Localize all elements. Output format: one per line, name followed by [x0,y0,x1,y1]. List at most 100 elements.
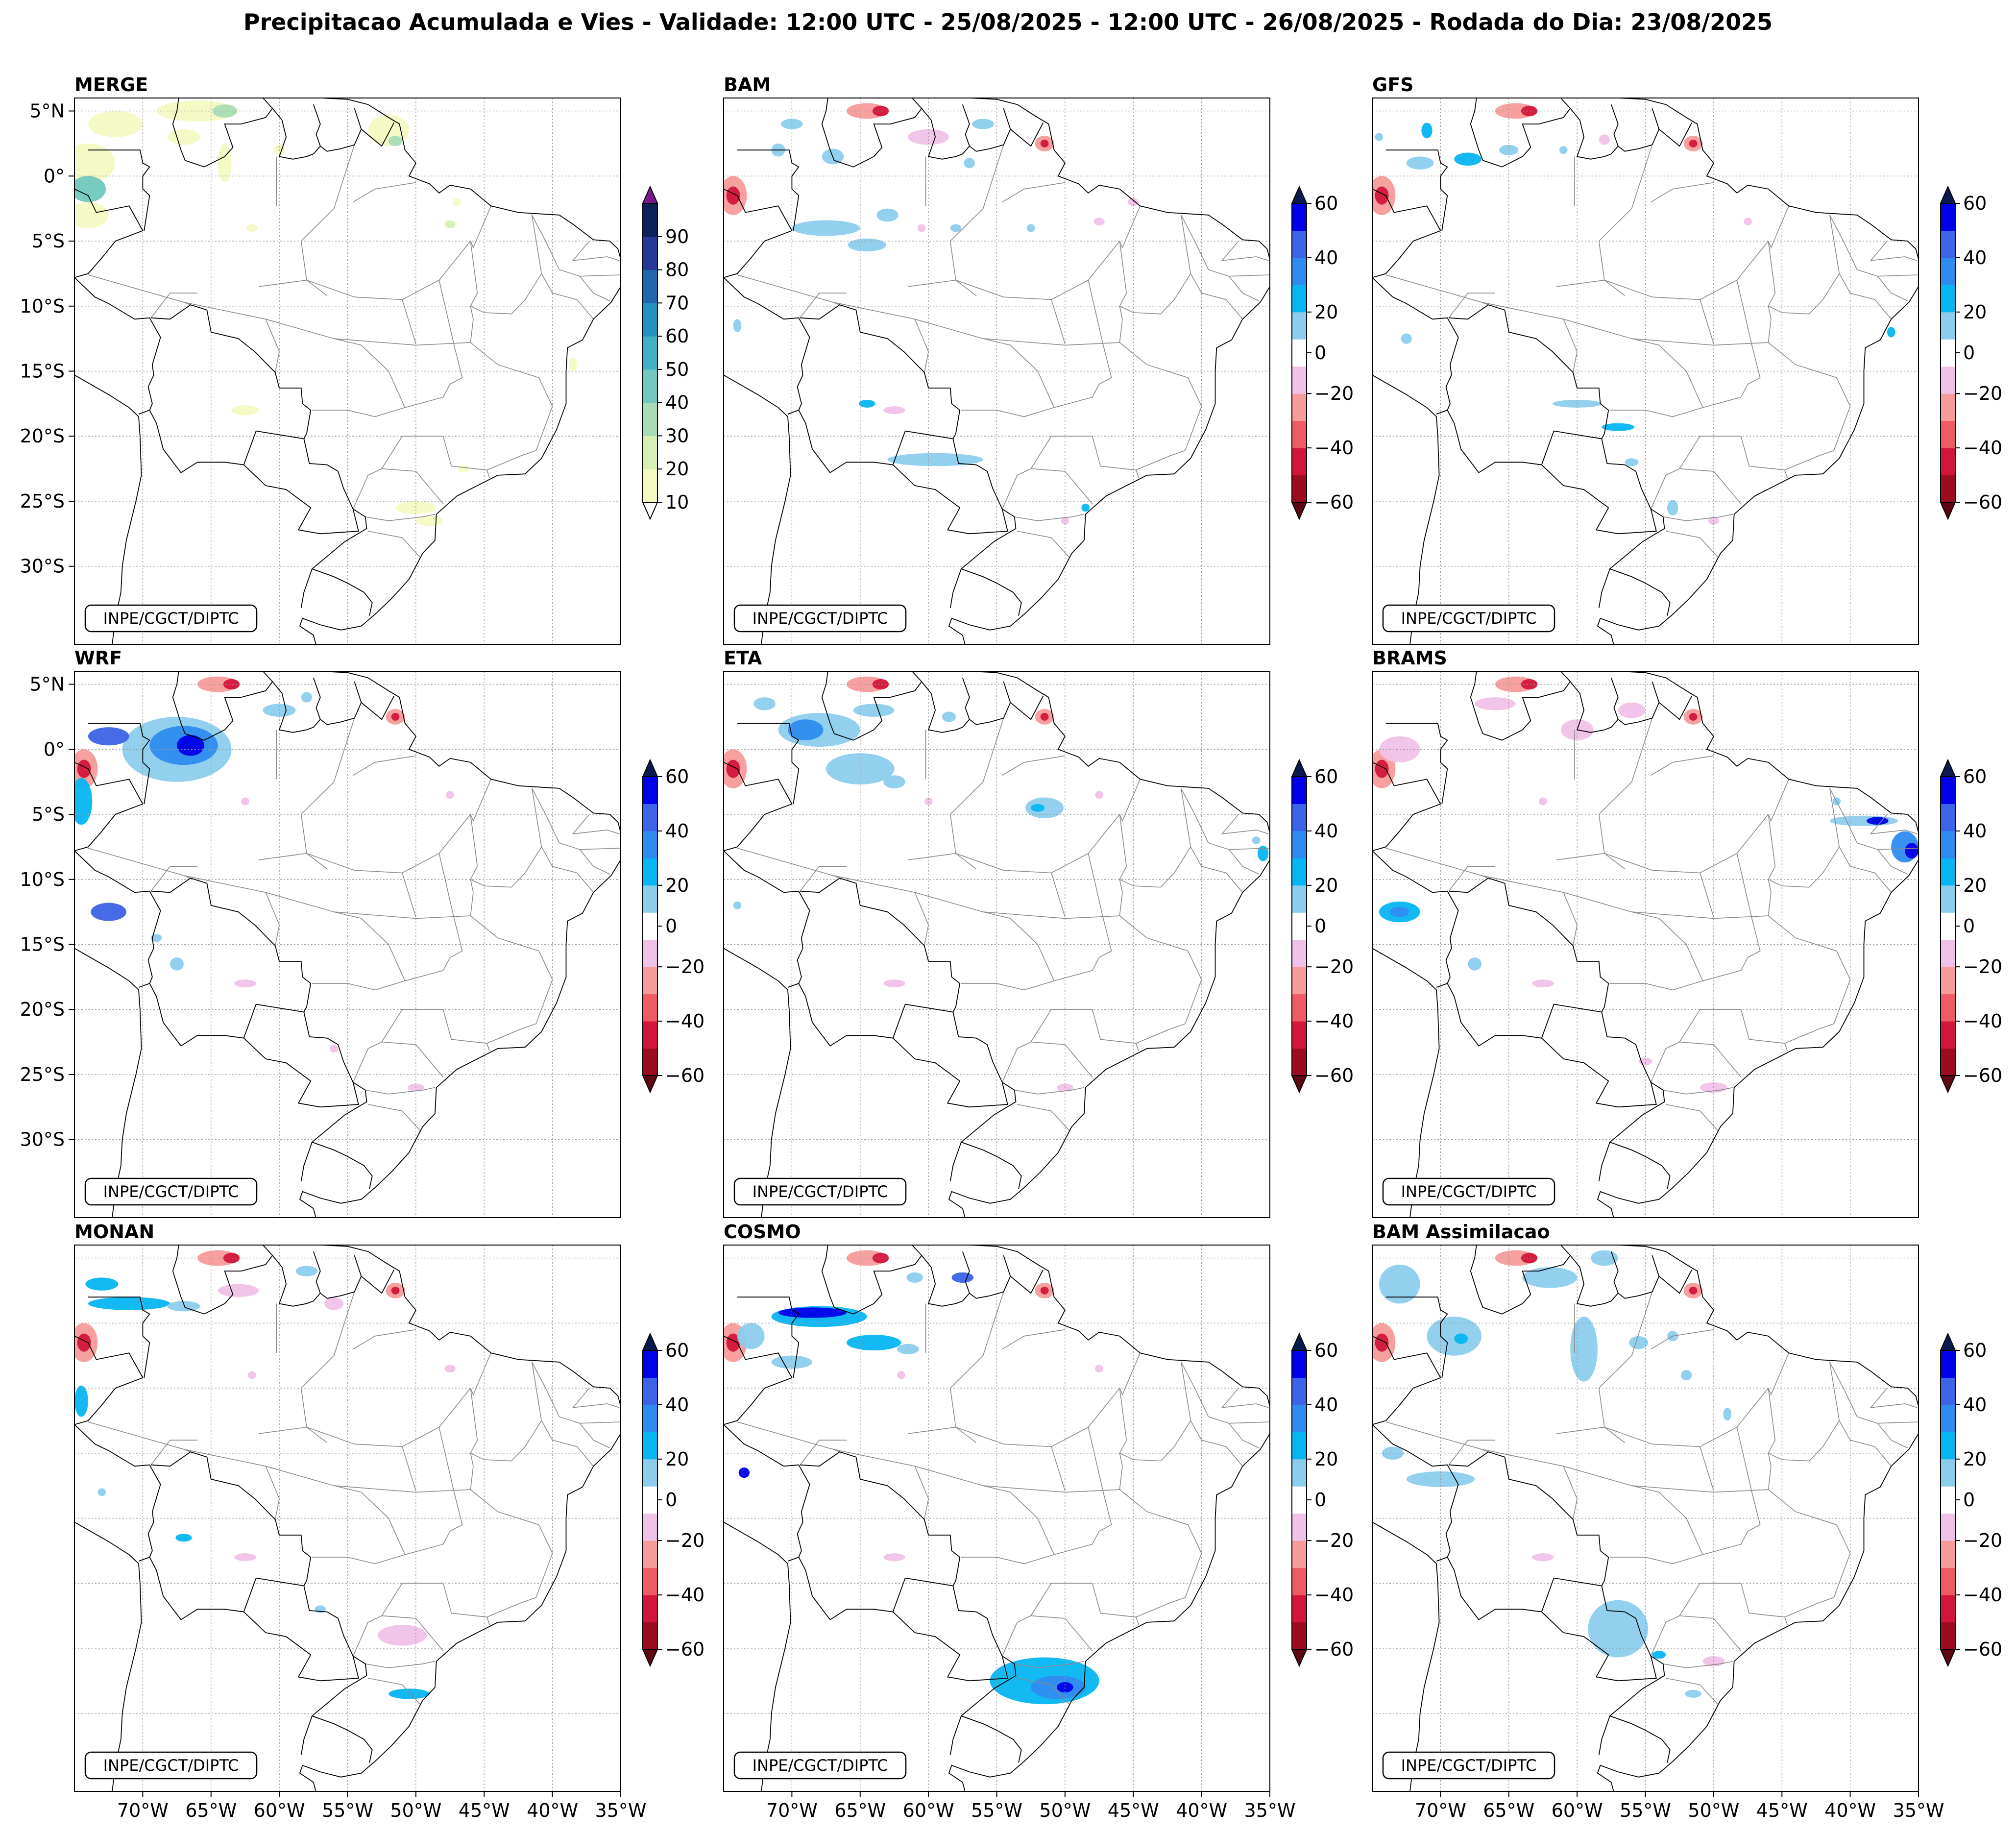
data-cell [1723,1407,1732,1421]
data-cell [924,797,933,806]
state-border [1185,979,1202,1024]
state-border [1833,1553,1851,1598]
state-border [405,1427,463,1555]
country-border [272,108,362,160]
colorbar-tick-label: 30 [665,425,689,446]
country-border [1372,277,1459,415]
state-border [1556,1388,1769,1447]
data-cell [569,358,577,371]
data-cell [1040,139,1049,147]
state-border [259,1388,471,1447]
data-cell [1532,979,1554,988]
data-cell [1401,333,1412,344]
state-border [1014,514,1085,521]
map-background [74,1245,621,1791]
data-cell [91,903,126,921]
state-border [368,1104,420,1131]
state-border [365,1661,436,1668]
country-border [960,509,1022,616]
data-cell [85,1277,119,1291]
data-cell [1421,122,1433,139]
country-border [821,671,923,741]
colorbar-segment [1292,1567,1307,1595]
data-cell [883,775,905,788]
state-border [541,273,594,319]
data-cell [781,119,803,129]
data-cell [792,220,860,236]
state-border [1700,1583,1788,1625]
country-border [921,108,1011,160]
country-border [962,104,970,147]
state-border [1002,1329,1066,1350]
state-border [1768,788,1840,888]
state-border [1054,853,1112,981]
country-border [1010,122,1044,147]
colorbar-tick-label: 20 [665,875,689,896]
state-border [352,436,403,510]
colorbar-tick-label: −60 [1963,1638,2002,1660]
state-border [949,718,1004,870]
state-border [1768,1362,1840,1462]
state-border [1119,779,1141,822]
coastline-pacific [74,1521,142,1791]
colorbar-tick-label: 0 [1314,1489,1326,1511]
colorbar-segment [1941,1404,1955,1432]
state-border [1700,299,1714,344]
state-border [486,1597,536,1618]
state-border [579,1423,610,1448]
x-tick-label: 40°W [1824,1800,1876,1821]
data-cell [872,679,889,690]
x-tick-label: 60°W [1552,1800,1603,1821]
country-border [1570,681,1660,733]
country-border [960,1082,1022,1189]
state-border [1870,1388,1918,1408]
x-tick-label: 60°W [254,1800,305,1821]
country-border [1598,1715,1610,1755]
colorbar: −60 −40 −20 0 20 40 60 [1291,185,1354,520]
data-cell [151,934,162,942]
map-content [724,1245,1270,1791]
country-border [724,850,810,988]
state-border [470,1388,478,1467]
data-cell [1539,797,1547,806]
map-frame [723,98,1270,645]
colorbar-tick-label: −20 [665,956,704,978]
data-cell [458,465,469,473]
state-border [908,1388,1120,1447]
state-border [800,293,847,318]
watermark-label: INPE/CGCT/DIPTC [753,1756,888,1775]
colorbar-tick-label: 20 [665,458,689,480]
colorbar-segment [1941,285,1955,313]
state-border [1190,273,1243,319]
colorbar-tick-label: 60 [665,325,689,347]
colorbar-segment [1941,339,1955,367]
x-tick-label: 35°W [1244,1800,1296,1821]
colorbar-extend-max [1940,1332,1956,1351]
colorbar-tick-label: −40 [1963,437,2002,459]
data-cell [1375,133,1384,141]
watermark-label: INPE/CGCT/DIPTC [103,609,239,628]
state-border [1190,1420,1243,1467]
x-tick-label: 35°W [595,1800,647,1821]
state-border [1448,293,1495,318]
colorbar-tick-label: 0 [1963,1489,1975,1511]
coastline-pacific [724,1521,791,1791]
data-cell [1905,843,1919,859]
colorbar-segment [1941,1459,1955,1487]
country-border [74,1335,144,1425]
data-cell [1522,1267,1578,1288]
data-cell [726,1333,740,1352]
data-cell [234,979,256,988]
panel-title: MONAN [74,1221,154,1243]
data-cell [74,1385,88,1417]
colorbar-segment [643,1541,657,1568]
state-border [1136,450,1186,471]
data-cell [1252,836,1261,845]
colorbar-segment [643,436,657,469]
map-background [1372,671,1919,1218]
state-border [1017,531,1069,558]
colorbar-segment [1941,1595,1955,1623]
state-border [832,1449,840,1452]
state-border [1119,1388,1127,1467]
colorbar-segment [643,1595,657,1623]
